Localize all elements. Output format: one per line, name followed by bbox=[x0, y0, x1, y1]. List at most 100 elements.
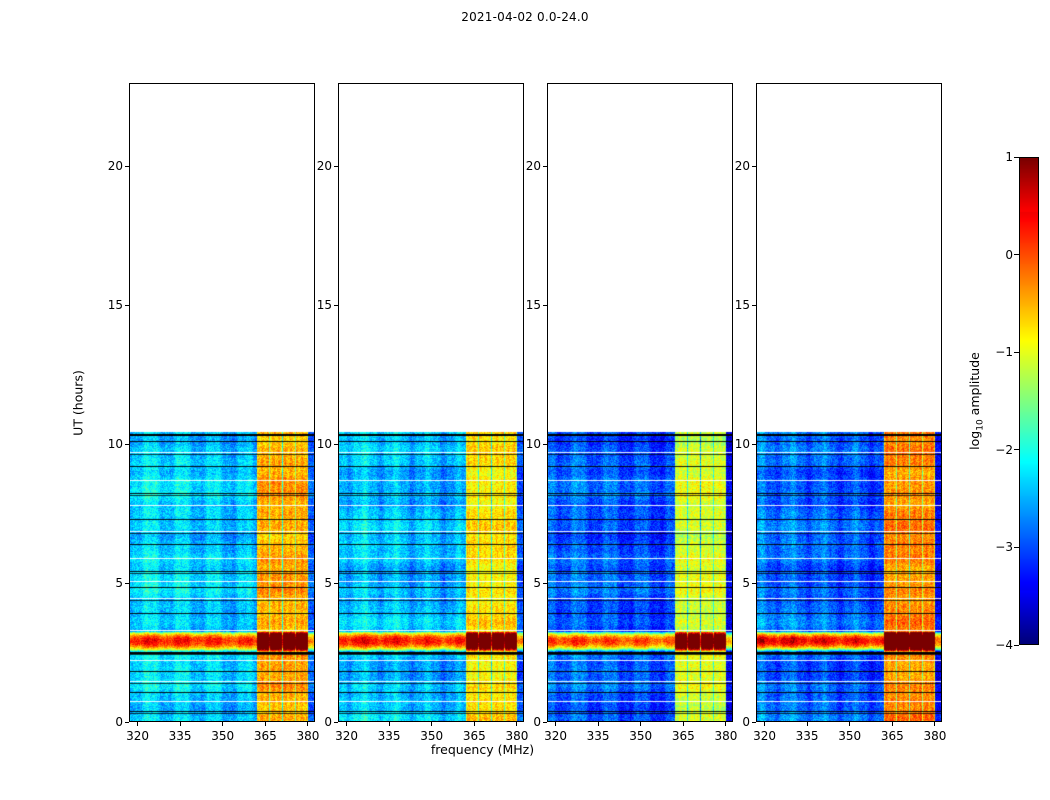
x-tick-mark bbox=[725, 722, 727, 726]
x-tick-mark bbox=[346, 722, 348, 726]
y-tick-label: 10 bbox=[525, 437, 541, 452]
x-tick-label: 380 bbox=[505, 729, 529, 743]
x-tick-mark bbox=[473, 722, 475, 726]
y-tick-mark bbox=[752, 721, 756, 723]
x-tick-mark bbox=[891, 722, 893, 726]
y-tick-label: 0 bbox=[742, 715, 750, 729]
y-tick-label: 5 bbox=[115, 576, 123, 591]
y-tick-mark bbox=[752, 304, 756, 306]
x-axis-label: frequency (MHz) bbox=[430, 742, 535, 757]
colorbar-tick-label: 1 bbox=[1005, 150, 1013, 164]
y-tick-mark bbox=[543, 443, 547, 445]
x-tick-label: 350 bbox=[420, 729, 444, 743]
colorbar-tick-mark bbox=[1014, 254, 1019, 256]
y-tick-label: 10 bbox=[316, 437, 332, 452]
x-tick-label: 380 bbox=[296, 729, 320, 743]
y-tick-mark bbox=[752, 582, 756, 584]
x-tick-label: 365 bbox=[880, 729, 904, 743]
figure-suptitle: 2021-04-02 0.0-24.0 bbox=[461, 10, 589, 24]
y-tick-mark bbox=[334, 582, 338, 584]
x-tick-mark bbox=[849, 722, 851, 726]
x-tick-label: 380 bbox=[923, 729, 947, 743]
y-tick-mark bbox=[543, 582, 547, 584]
x-tick-label: 335 bbox=[795, 729, 819, 743]
x-tick-mark bbox=[682, 722, 684, 726]
y-tick-label: 5 bbox=[533, 576, 541, 591]
y-tick-label: 0 bbox=[115, 715, 123, 729]
y-tick-mark bbox=[752, 443, 756, 445]
y-tick-label: 20 bbox=[316, 159, 332, 174]
colorbar-label-tail: amplitude bbox=[966, 352, 982, 420]
y-tick-label: 10 bbox=[734, 437, 750, 452]
x-tick-label: 350 bbox=[629, 729, 653, 743]
y-tick-label: 15 bbox=[525, 298, 541, 313]
y-tick-mark bbox=[543, 721, 547, 723]
colorbar-tick-label: 0 bbox=[1005, 247, 1013, 262]
x-tick-mark bbox=[431, 722, 433, 726]
colorbar-tick-mark bbox=[1014, 644, 1019, 646]
y-tick-label: 0 bbox=[533, 715, 541, 729]
y-tick-label: 15 bbox=[734, 298, 750, 313]
colorbar-tick-mark bbox=[1014, 351, 1019, 353]
x-tick-mark bbox=[555, 722, 557, 726]
y-tick-label: 20 bbox=[734, 159, 750, 174]
x-tick-label: 350 bbox=[838, 729, 862, 743]
y-tick-mark bbox=[125, 582, 129, 584]
y-tick-mark bbox=[543, 165, 547, 167]
x-tick-label: 320 bbox=[753, 729, 776, 743]
x-tick-mark bbox=[806, 722, 808, 726]
y-tick-mark bbox=[543, 304, 547, 306]
waterfall-panel-yy[interactable]: YY, V6*V15=EA08*EA26 bbox=[338, 83, 524, 722]
x-tick-label: 365 bbox=[253, 729, 277, 743]
colorbar-gradient bbox=[1020, 158, 1038, 644]
x-tick-label: 365 bbox=[671, 729, 695, 743]
colorbar bbox=[1019, 157, 1039, 645]
colorbar-tick-label: −2 bbox=[995, 442, 1013, 457]
waterfall-image bbox=[757, 84, 941, 721]
x-tick-label: 320 bbox=[335, 729, 358, 743]
y-tick-label: 20 bbox=[107, 159, 123, 174]
colorbar-tick-label: −4 bbox=[995, 638, 1013, 652]
y-tick-mark bbox=[125, 165, 129, 167]
y-tick-label: 5 bbox=[324, 576, 332, 591]
x-tick-label: 350 bbox=[211, 729, 235, 743]
colorbar-label-main: log bbox=[966, 430, 982, 450]
waterfall-image bbox=[548, 84, 732, 721]
y-tick-mark bbox=[334, 165, 338, 167]
waterfall-image bbox=[130, 84, 314, 721]
colorbar-label: log10 amplitude bbox=[967, 352, 986, 450]
colorbar-tick-label: −3 bbox=[995, 540, 1013, 555]
waterfall-image bbox=[339, 84, 523, 721]
colorbar-tick-label: −1 bbox=[995, 345, 1013, 360]
x-tick-label: 320 bbox=[544, 729, 567, 743]
x-tick-label: 335 bbox=[168, 729, 192, 743]
y-tick-mark bbox=[334, 721, 338, 723]
waterfall-panel-xy[interactable]: XY, V6*V15=EA08*EA26 bbox=[547, 83, 733, 722]
colorbar-tick-mark bbox=[1014, 449, 1019, 451]
colorbar-tick-mark bbox=[1014, 156, 1019, 158]
waterfall-panel-yx[interactable]: YX, V6*V15=EA08*EA26 bbox=[756, 83, 942, 722]
x-tick-mark bbox=[640, 722, 642, 726]
x-tick-label: 320 bbox=[126, 729, 149, 743]
y-tick-mark bbox=[125, 304, 129, 306]
x-tick-mark bbox=[222, 722, 224, 726]
colorbar-label-sub: 10 bbox=[975, 419, 986, 431]
x-tick-mark bbox=[934, 722, 936, 726]
y-tick-mark bbox=[125, 443, 129, 445]
x-tick-mark bbox=[307, 722, 309, 726]
waterfall-panel-xx[interactable]: XX, V6*V15=EA08*EA26 bbox=[129, 83, 315, 722]
y-tick-mark bbox=[752, 165, 756, 167]
y-tick-mark bbox=[334, 304, 338, 306]
x-tick-label: 380 bbox=[714, 729, 738, 743]
x-tick-label: 335 bbox=[377, 729, 401, 743]
x-tick-mark bbox=[516, 722, 518, 726]
colorbar-tick-mark bbox=[1014, 546, 1019, 548]
x-tick-mark bbox=[597, 722, 599, 726]
y-tick-label: 20 bbox=[525, 159, 541, 174]
x-tick-mark bbox=[264, 722, 266, 726]
y-tick-label: 15 bbox=[107, 298, 123, 313]
y-axis-label: UT (hours) bbox=[70, 370, 86, 436]
y-tick-label: 5 bbox=[742, 576, 750, 591]
x-tick-mark bbox=[764, 722, 766, 726]
